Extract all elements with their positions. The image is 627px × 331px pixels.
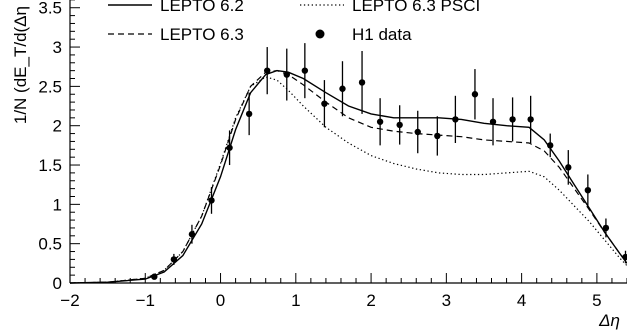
y-tick-label: 2.5 (38, 77, 62, 96)
legend: LEPTO 6.2 LEPTO 6.3 PSCI LEPTO 6.3 H1 data (108, 0, 480, 44)
legend-marker (315, 29, 325, 39)
data-point (245, 110, 253, 118)
legend-label: LEPTO 6.3 (160, 25, 244, 44)
y-tick-label: 2 (53, 117, 62, 136)
data-point (602, 224, 610, 232)
data-point (396, 121, 403, 129)
x-tick-label: −2 (60, 291, 79, 310)
data-point (208, 197, 215, 204)
series-line-solid (69, 69, 627, 284)
data-point (188, 231, 196, 238)
series-line-dashed (69, 69, 627, 284)
axes-layer: −2 −1 0 1 2 3 4 5 0 0.5 1 1.5 2 2.5 3 3.5 (38, 0, 627, 310)
data-point (376, 118, 384, 125)
x-axis-label: Δη (598, 311, 620, 330)
data-point (434, 132, 441, 140)
data-point (584, 186, 592, 194)
x-tick-label: 5 (592, 291, 601, 310)
data-point (301, 67, 309, 74)
y-tick-label: 1.5 (38, 156, 62, 175)
x-tick-label: 2 (366, 291, 375, 310)
x-tick-label: 3 (442, 291, 451, 310)
x-tick-label: 1 (291, 291, 300, 310)
data-point (622, 253, 627, 261)
legend-label: H1 data (352, 25, 412, 44)
data-point (151, 273, 158, 280)
data-point (547, 142, 554, 149)
curves-layer (69, 69, 627, 284)
data-point (339, 85, 346, 92)
series-line-dotted (69, 76, 627, 284)
y-axis-label: 1/N (dE_T/d(Δη (11, 6, 30, 124)
data-point (264, 67, 271, 74)
y-tick-label: 3.5 (38, 0, 62, 18)
data-point (283, 71, 290, 78)
data-point (509, 116, 516, 123)
data-point (565, 164, 572, 171)
data-point (226, 144, 233, 151)
data-point (321, 100, 328, 107)
y-tick-label: 1 (53, 195, 62, 214)
data-point (452, 116, 459, 123)
data-point (471, 91, 479, 98)
data-point (170, 256, 178, 263)
y-tick-label: 3 (53, 38, 62, 57)
data-point (489, 118, 497, 125)
legend-label: LEPTO 6.2 (160, 0, 244, 15)
data-point (358, 79, 366, 86)
data-point (527, 116, 534, 123)
y-tick-label: 0.5 (38, 235, 62, 254)
x-tick-label: 4 (517, 291, 526, 310)
data-point (414, 128, 421, 136)
x-tick-label: −1 (136, 291, 155, 310)
x-tick-label: 0 (216, 291, 225, 310)
y-tick-label: 0 (53, 274, 62, 293)
legend-label: LEPTO 6.3 PSCI (352, 0, 480, 15)
data-points-layer (151, 43, 627, 280)
